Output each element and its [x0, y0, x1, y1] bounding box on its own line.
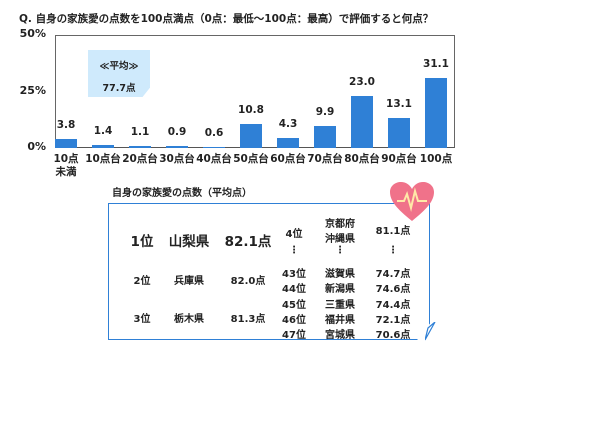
bar	[425, 77, 447, 148]
x-tick-label: 70点台	[307, 153, 343, 165]
data-label: 4.3	[278, 118, 298, 131]
pref-43: 滋賀県	[325, 269, 355, 280]
score-3: 81.3点	[230, 314, 266, 325]
rank-3: 3位	[133, 314, 151, 325]
pref-4a: 京都府	[325, 219, 355, 230]
x-tick-label: 10点 未満	[53, 153, 79, 178]
data-label: 0.6	[204, 126, 224, 139]
bar	[314, 125, 336, 148]
rank-44: 44位	[282, 284, 306, 296]
pref-44: 新潟県	[325, 284, 355, 296]
bar	[203, 146, 225, 148]
average-value: 77.7点	[102, 83, 136, 94]
ellipsis: ⋮	[335, 245, 345, 256]
y-tick-label: 25%	[19, 83, 46, 97]
bar	[277, 138, 299, 148]
x-tick-label: 100点	[419, 153, 453, 165]
bar	[351, 96, 373, 148]
ranking-title: 自身の家族愛の点数（平均点）	[112, 188, 252, 199]
data-label: 0.9	[167, 125, 187, 138]
y-tick-label: 0%	[27, 140, 46, 153]
score-4: 81.1点	[375, 226, 411, 237]
data-label: 13.1	[386, 98, 412, 111]
x-tick-label: 60点台	[270, 153, 306, 165]
ranking-box	[108, 203, 430, 340]
bar	[240, 123, 262, 148]
data-label: 1.4	[93, 124, 113, 137]
data-label: 1.1	[130, 125, 150, 138]
pref-2: 兵庫県	[174, 276, 204, 287]
average-label: ≪平均≫	[99, 61, 139, 72]
bar	[55, 139, 77, 148]
x-tick-label: 90点台	[381, 153, 417, 165]
rank-47: 47位	[282, 330, 306, 342]
pref-1: 山梨県	[168, 234, 210, 250]
ellipsis: ⋮	[289, 245, 299, 256]
pref-3: 栃木県	[174, 314, 204, 325]
pref-4b: 沖縄県	[325, 234, 355, 245]
bar	[166, 145, 188, 148]
score-43: 74.7点	[375, 269, 411, 280]
rank-46: 46位	[282, 314, 306, 326]
score-46: 72.1点	[375, 314, 411, 326]
ellipsis: ⋮	[388, 245, 398, 256]
x-tick-label: 30点台	[159, 153, 195, 165]
rank-2: 2位	[133, 276, 151, 287]
rank-45: 45位	[282, 299, 306, 311]
bar	[92, 144, 114, 148]
rank-1: 1位	[130, 234, 154, 250]
x-tick-label: 80点台	[344, 153, 380, 165]
bar	[129, 145, 151, 148]
x-tick-label: 50点台	[233, 153, 269, 165]
pref-47: 宮城県	[325, 330, 355, 342]
pref-46: 福井県	[325, 314, 355, 326]
score-45: 74.4点	[375, 299, 411, 311]
page-curl-icon	[425, 322, 436, 341]
x-tick-label: 40点台	[196, 153, 232, 165]
x-tick-label: 20点台	[122, 153, 158, 165]
rank-43: 43位	[282, 269, 306, 280]
data-label: 9.9	[315, 105, 335, 118]
score-2: 82.0点	[230, 276, 266, 287]
score-44: 74.6点	[375, 284, 411, 296]
data-label: 23.0	[349, 76, 375, 89]
rank-4: 4位	[285, 229, 303, 240]
data-label: 3.8	[56, 119, 76, 132]
score-47: 70.6点	[375, 330, 411, 342]
data-label: 10.8	[238, 103, 264, 116]
y-tick-label: 50%	[19, 27, 46, 40]
data-label: 31.1	[423, 57, 449, 70]
chart-title: Q. 自身の家族愛の点数を100点満点（0点：最低～100点：最高）で評価すると…	[19, 13, 434, 25]
heart-pulse-icon	[390, 182, 434, 221]
score-1: 82.1点	[224, 234, 272, 250]
pref-45: 三重県	[325, 299, 355, 311]
x-tick-label: 10点台	[85, 153, 121, 165]
bar	[388, 118, 410, 148]
average-callout: ≪平均≫ 77.7点	[88, 50, 150, 97]
